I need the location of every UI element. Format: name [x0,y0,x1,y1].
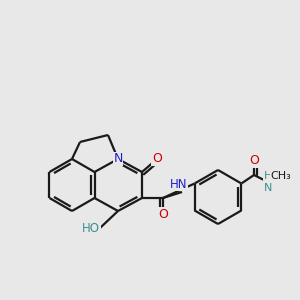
Text: N: N [113,152,123,166]
Text: O: O [249,154,259,167]
Text: CH₃: CH₃ [271,171,291,181]
Text: HN: HN [170,178,188,190]
Text: O: O [158,208,168,220]
Text: HO: HO [82,221,100,235]
Text: H
N: H N [264,171,272,193]
Text: O: O [152,152,162,166]
